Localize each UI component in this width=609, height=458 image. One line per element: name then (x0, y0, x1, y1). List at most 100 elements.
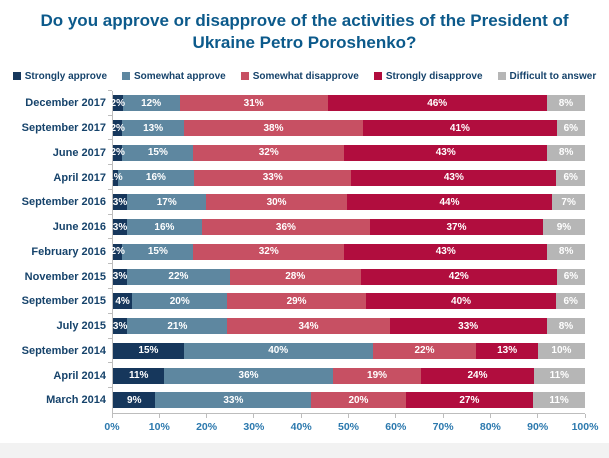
bar-segment-strongly-disapprove: 37% (370, 219, 543, 236)
bar-segment-somewhat-approve: 16% (127, 219, 202, 236)
segment-value-label: 40% (451, 295, 472, 307)
segment-value-label: 8% (558, 147, 574, 159)
bar-segment-difficult-to-answer: 10% (537, 342, 585, 359)
category-label: June 2016 (52, 221, 106, 234)
segment-value-label: 2% (110, 122, 125, 134)
chart-row: September 2017 2% 13% 38% 41% 6% (22, 114, 585, 141)
chart-row: February 2016 2% 15% 32% 43% 8% (31, 238, 585, 264)
category-label: December 2017 (25, 97, 106, 110)
segment-value-label: 33% (262, 172, 283, 184)
axis-tick-label: 0% (104, 420, 120, 433)
axis-tick-label: 90% (527, 420, 549, 433)
segment-value-label: 34% (298, 320, 319, 332)
bar-segment-strongly-disapprove: 42% (360, 268, 557, 285)
chart-row: June 2016 3% 16% 36% 37% 9% (53, 213, 585, 240)
segment-value-label: 3% (112, 271, 128, 283)
segment-value-label: 13% (143, 122, 164, 134)
segment-value-label: 8% (558, 246, 574, 258)
axis-tick-label: 20% (196, 420, 218, 433)
bar-segment-strongly-disapprove: 27% (405, 392, 534, 409)
legend-item: Strongly approve (12, 70, 108, 82)
bar-segment-somewhat-approve: 21% (127, 318, 228, 335)
segment-value-label: 8% (558, 320, 574, 332)
segment-value-label: 6% (563, 122, 579, 134)
segment-value-label: 22% (414, 345, 435, 357)
bar-segment-somewhat-approve: 33% (155, 392, 312, 409)
axis-tick (395, 413, 397, 418)
chart-title: Do you approve or disapprove of the acti… (40, 11, 569, 53)
segment-value-label: 20% (348, 394, 369, 406)
axis-tick-label: 100% (571, 420, 599, 433)
segment-value-label: 4% (115, 295, 130, 307)
segment-value-label: 3% (112, 320, 128, 332)
segment-value-label: 15% (147, 246, 168, 258)
chart-row: December 2017 2% 12% 31% 46% 8% (25, 89, 585, 116)
bar-segment-difficult-to-answer: 6% (556, 120, 585, 137)
bar-segment-somewhat-disapprove: 31% (179, 95, 328, 112)
segment-value-label: 2% (110, 147, 125, 159)
bar-segment-somewhat-approve: 15% (122, 243, 194, 260)
category-label: September 2016 (21, 196, 106, 209)
bar-segment-strongly-disapprove: 43% (351, 169, 557, 186)
segment-value-label: 41% (449, 122, 470, 134)
segment-value-label: 43% (443, 172, 464, 184)
axis-tick (206, 413, 208, 418)
legend-item: Difficult to answer (497, 71, 596, 82)
bar-segment-somewhat-disapprove: 22% (372, 342, 477, 359)
segment-value-label: 2% (110, 97, 125, 109)
bar-segment-somewhat-disapprove: 19% (332, 367, 422, 384)
category-label: July 2015 (56, 320, 106, 333)
bar-segment-difficult-to-answer: 8% (546, 95, 585, 112)
legend-label: Strongly approve (24, 70, 108, 82)
axis-tick (300, 413, 302, 418)
bar-segment-difficult-to-answer: 6% (556, 268, 585, 285)
plot-area: December 2017 2% 12% 31% 46% 8% September 2017… (22, 89, 586, 413)
chart-row: September 2014 15% 40% 22% 13% 10% (22, 337, 585, 364)
chart-row: April 2017 1% 16% 33% 43% 6% (53, 164, 585, 190)
category-label: March 2014 (46, 394, 106, 407)
segment-value-label: 46% (427, 97, 448, 109)
bar-segment-strongly-disapprove: 24% (421, 367, 534, 384)
chart-row: June 2017 2% 15% 32% 43% 8% (53, 139, 585, 165)
bar-segment-strongly-approve: 15% (113, 342, 184, 359)
axis-tick (489, 413, 491, 418)
bar-segment-difficult-to-answer: 8% (547, 243, 585, 260)
stacked-bar: 2% 15% 32% 43% 8% (110, 144, 585, 161)
bar-segment-strongly-approve: 4% (113, 293, 133, 310)
bar-segment-somewhat-disapprove: 38% (183, 120, 364, 137)
bar-segment-strongly-disapprove: 43% (344, 243, 548, 260)
bar-segment-strongly-approve: 3% (112, 318, 128, 335)
segment-value-label: 36% (238, 370, 259, 382)
stacked-bar: 3% 22% 28% 42% 6% (112, 268, 585, 285)
segment-value-label: 8% (558, 97, 574, 109)
segment-value-label: 9% (127, 394, 142, 406)
stacked-bar: 2% 13% 38% 41% 6% (110, 120, 585, 137)
segment-value-label: 42% (448, 271, 469, 283)
stacked-bar: 3% 21% 34% 33% 8% (112, 318, 585, 335)
bar-segment-strongly-disapprove: 41% (363, 120, 557, 137)
bar-segment-strongly-approve: 3% (113, 219, 127, 236)
segment-value-label: 22% (168, 271, 189, 283)
stacked-bar: 1% 16% 33% 43% 6% (108, 169, 585, 186)
bar-segment-somewhat-disapprove: 29% (227, 293, 366, 310)
bar-segment-somewhat-approve: 22% (127, 268, 230, 285)
segment-value-label: 3% (112, 196, 128, 208)
chart-row: September 2016 3% 17% 30% 44% 7% (22, 188, 586, 215)
bar-segment-somewhat-disapprove: 20% (311, 392, 406, 409)
bar-segment-strongly-disapprove: 43% (344, 144, 548, 161)
bar-segment-somewhat-approve: 20% (132, 293, 228, 310)
chart-row: April 2014 11% 36% 19% 24% 11% (53, 362, 585, 388)
segment-value-label: 7% (561, 196, 576, 208)
segment-value-label: 6% (563, 172, 578, 184)
legend-swatch-icon (12, 72, 21, 81)
bar-segment-strongly-approve: 2% (110, 95, 125, 112)
segment-value-label: 43% (435, 147, 456, 159)
segment-value-label: 36% (275, 221, 296, 233)
bar-segment-somewhat-disapprove: 28% (229, 268, 361, 285)
bar-segment-difficult-to-answer: 7% (552, 194, 586, 211)
bar-segment-difficult-to-answer: 8% (547, 144, 585, 161)
segment-value-label: 27% (459, 394, 480, 406)
bar-segment-somewhat-disapprove: 30% (206, 194, 347, 211)
legend-label: Somewhat disapprove (252, 70, 359, 82)
axis-tick-label: 10% (148, 420, 170, 433)
